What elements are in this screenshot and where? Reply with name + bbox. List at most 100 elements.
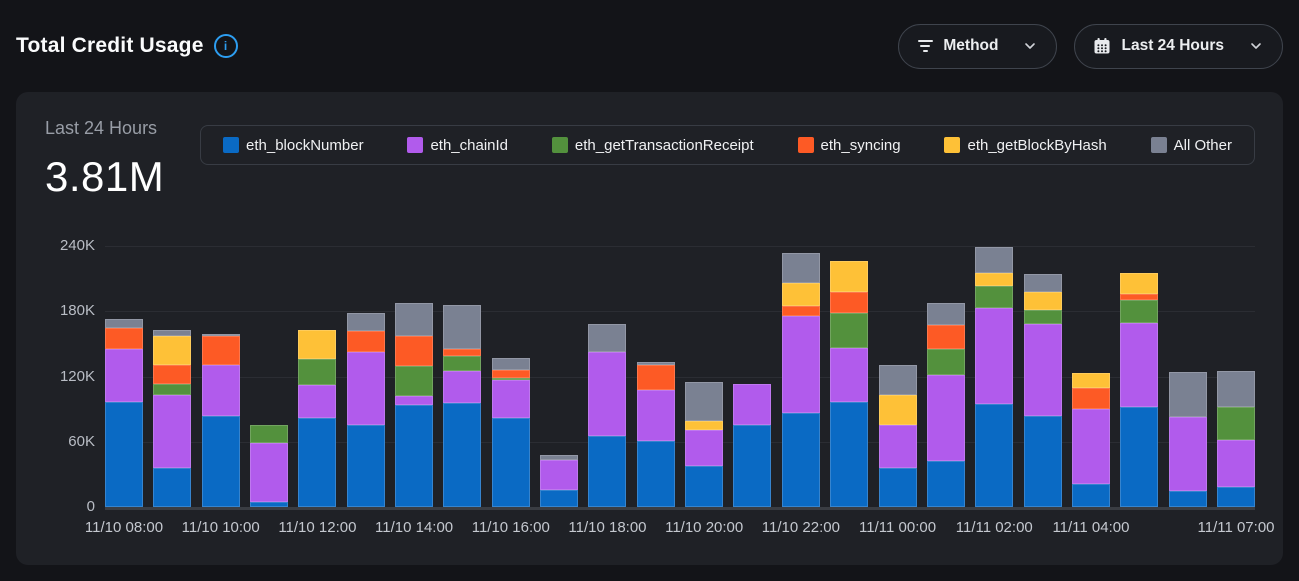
legend-item: eth_blockNumber bbox=[223, 137, 364, 154]
bar-segment-eth_getTransactionReceipt bbox=[1216, 406, 1255, 440]
bar-segment-eth_getBlockByHash bbox=[830, 261, 869, 292]
bar-segment-eth_syncing bbox=[636, 364, 675, 390]
bar-segment-eth_chainId bbox=[975, 308, 1014, 404]
stacked-bar bbox=[926, 302, 965, 507]
info-icon[interactable]: i bbox=[213, 34, 238, 58]
chevron-down-icon bbox=[1022, 38, 1038, 54]
time-range-label: Last 24 Hours bbox=[1121, 37, 1224, 54]
bar-segment-eth_getBlockByHash bbox=[878, 395, 917, 426]
bar-segment-eth_syncing bbox=[153, 364, 192, 385]
bar-segment-eth_syncing bbox=[491, 369, 530, 378]
bar-segment-All Other bbox=[105, 318, 143, 328]
bar-segment-eth_chainId bbox=[588, 351, 627, 437]
bar-segment-eth_getTransactionReceipt bbox=[1120, 300, 1159, 324]
bar-segment-All Other bbox=[975, 247, 1014, 274]
grid-line bbox=[105, 246, 1255, 247]
bar-segment-eth_getTransactionReceipt bbox=[298, 359, 337, 386]
stacked-bar bbox=[830, 261, 869, 507]
x-axis-label: 11/10 10:00 bbox=[181, 519, 260, 536]
chart-legend: eth_blockNumber eth_chainId eth_getTransac… bbox=[200, 125, 1255, 165]
bars-container bbox=[105, 246, 1255, 507]
bar-segment-eth_chainId bbox=[1071, 409, 1110, 485]
bar-segment-eth_chainId bbox=[298, 385, 337, 418]
bar-segment-eth_blockNumber bbox=[1023, 415, 1062, 507]
x-axis-label: 11/11 07:00 bbox=[1197, 519, 1275, 536]
bar-segment-All Other bbox=[781, 252, 820, 283]
method-filter-button[interactable]: Method bbox=[898, 23, 1058, 69]
bar-segment-eth_blockNumber bbox=[1120, 406, 1159, 507]
stacked-bar bbox=[1216, 371, 1255, 507]
bar-segment-eth_chainId bbox=[926, 375, 965, 462]
bar-segment-eth_blockNumber bbox=[1168, 490, 1207, 507]
grid-line bbox=[105, 441, 1255, 443]
bar-segment-All Other bbox=[153, 329, 192, 337]
legend-swatch bbox=[944, 137, 961, 153]
bar-segment-eth_getBlockByHash bbox=[153, 336, 192, 365]
stacked-bar bbox=[1120, 273, 1159, 507]
chevron-down-icon bbox=[1248, 38, 1264, 54]
bar-segment-All Other bbox=[926, 302, 965, 326]
bar-segment-eth_getBlockByHash bbox=[298, 329, 337, 360]
legend-label: eth_syncing bbox=[820, 136, 901, 154]
bar-segment-eth_syncing bbox=[830, 291, 869, 314]
legend-swatch bbox=[797, 137, 814, 153]
legend-swatch bbox=[407, 137, 424, 153]
bar-segment-eth_syncing bbox=[781, 305, 820, 316]
summary-period-label: Last 24 Hours bbox=[45, 118, 158, 138]
stacked-bar bbox=[540, 454, 579, 507]
x-axis-label: 11/10 14:00 bbox=[375, 519, 454, 536]
bar-segment-eth_chainId bbox=[830, 348, 869, 402]
bar-segment-eth_blockNumber bbox=[830, 401, 869, 507]
bar-segment-All Other bbox=[346, 313, 385, 331]
stacked-bar-chart: 0 60K 120K 180K 240K 11/10 08:00 11/10 10:00 11… bbox=[16, 237, 1283, 548]
stacked-bar bbox=[153, 329, 192, 507]
bar-segment-eth_chainId bbox=[878, 425, 917, 468]
x-axis-label: 11/10 18:00 bbox=[568, 519, 647, 536]
bar-segment-eth_chainId bbox=[491, 379, 530, 418]
bar-segment-eth_blockNumber bbox=[878, 467, 917, 507]
legend-label: eth_getTransactionReceipt bbox=[574, 136, 754, 154]
bar-segment-eth_syncing bbox=[1071, 388, 1110, 410]
bar-segment-All Other bbox=[1216, 371, 1255, 407]
bar-segment-eth_getBlockByHash bbox=[1071, 373, 1110, 389]
page-header: Total Credit Usage i Method bbox=[0, 0, 1299, 92]
bar-segment-eth_syncing bbox=[105, 327, 143, 350]
filter-bar: Method bbox=[898, 23, 1283, 69]
stacked-bar bbox=[1168, 372, 1207, 507]
grid-line bbox=[105, 376, 1255, 378]
bar-segment-eth_blockNumber bbox=[105, 401, 143, 507]
method-filter-label: Method bbox=[943, 37, 999, 54]
bar-segment-eth_chainId bbox=[1216, 439, 1255, 488]
bar-segment-eth_getBlockByHash bbox=[685, 421, 724, 430]
bar-segment-eth_chainId bbox=[781, 315, 820, 414]
bar-segment-eth_syncing bbox=[346, 330, 385, 352]
legend-item: eth_syncing bbox=[797, 136, 901, 154]
bar-segment-eth_blockNumber bbox=[540, 489, 579, 507]
stacked-bar bbox=[1023, 274, 1062, 507]
bar-segment-eth_syncing bbox=[201, 336, 240, 365]
legend-label: All Other bbox=[1173, 136, 1232, 154]
legend-label: eth_getBlockByHash bbox=[967, 136, 1107, 154]
bar-segment-eth_blockNumber bbox=[733, 425, 772, 507]
stacked-bar bbox=[298, 329, 337, 507]
bar-segment-eth_blockNumber bbox=[926, 461, 965, 507]
calendar-icon bbox=[1093, 37, 1111, 55]
x-axis-label: 11/10 22:00 bbox=[761, 519, 840, 536]
stacked-bar bbox=[685, 381, 724, 507]
bar-segment-eth_chainId bbox=[733, 384, 772, 426]
bar-segment-eth_chainId bbox=[250, 442, 289, 502]
x-axis-label: 11/11 04:00 bbox=[1052, 519, 1130, 536]
bar-segment-eth_blockNumber bbox=[491, 417, 530, 507]
bar-segment-eth_getTransactionReceipt bbox=[395, 365, 434, 397]
stacked-bar bbox=[491, 358, 530, 507]
bar-segment-eth_chainId bbox=[1168, 416, 1207, 491]
time-range-button[interactable]: Last 24 Hours bbox=[1074, 23, 1283, 69]
filter-lines-icon bbox=[917, 40, 933, 52]
legend-item: eth_getBlockByHash bbox=[944, 136, 1107, 154]
bar-segment-eth_blockNumber bbox=[201, 415, 240, 507]
bar-segment-eth_chainId bbox=[395, 396, 434, 405]
bar-segment-All Other bbox=[588, 324, 627, 352]
bar-segment-eth_getBlockByHash bbox=[1023, 291, 1062, 311]
x-axis-label: 11/11 00:00 bbox=[859, 519, 937, 536]
x-axis-line bbox=[105, 507, 1255, 510]
